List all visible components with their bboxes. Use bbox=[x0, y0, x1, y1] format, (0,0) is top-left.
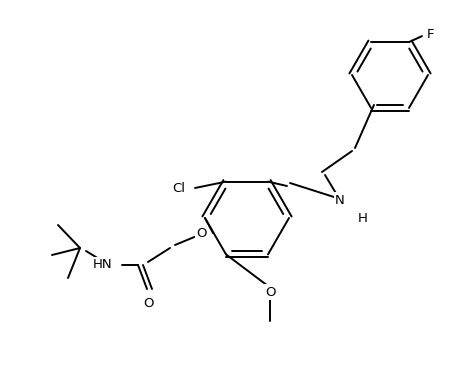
Text: Cl: Cl bbox=[172, 181, 185, 194]
Text: F: F bbox=[427, 27, 435, 40]
Text: N: N bbox=[335, 194, 345, 207]
Text: O: O bbox=[265, 286, 275, 299]
Text: O: O bbox=[196, 227, 207, 240]
Text: HN: HN bbox=[92, 259, 112, 272]
Text: O: O bbox=[143, 297, 153, 310]
Text: H: H bbox=[358, 211, 368, 224]
